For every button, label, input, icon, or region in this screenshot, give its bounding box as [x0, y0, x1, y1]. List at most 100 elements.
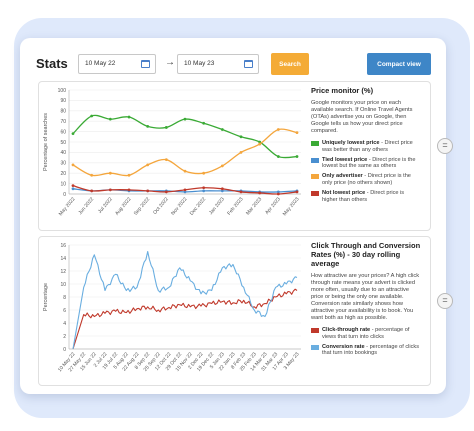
data-point	[127, 115, 131, 119]
data-point	[202, 189, 206, 193]
y-tick-label: 50	[60, 140, 66, 146]
ctr-legend: Click-through rate - percentage of views…	[311, 327, 421, 357]
y-tick-label: 2	[63, 334, 66, 340]
data-point	[71, 132, 75, 136]
legend-name: Conversion rate	[322, 343, 365, 350]
y-tick-label: 0	[63, 192, 66, 198]
data-point	[239, 190, 243, 194]
y-axis-label: Percentage	[43, 283, 49, 311]
expand-button[interactable]: =	[437, 138, 453, 154]
data-point	[183, 169, 187, 173]
data-point	[258, 142, 262, 146]
series-line	[72, 288, 298, 350]
calendar-icon[interactable]	[141, 60, 150, 68]
x-tick-label: Nov 2022	[170, 196, 188, 216]
data-point	[164, 190, 168, 194]
data-point	[71, 163, 75, 167]
y-tick-label: 10	[60, 181, 66, 187]
legend-name: Only advertiser	[322, 173, 363, 180]
data-point	[108, 188, 112, 192]
legend-name: Click-through rate	[322, 327, 371, 333]
data-point	[146, 189, 150, 193]
data-point	[71, 187, 75, 191]
date-to-input[interactable]: 10 May 23	[177, 54, 259, 74]
y-tick-label: 14	[60, 256, 66, 262]
x-tick-label: Aug 2022	[114, 196, 132, 216]
price-monitor-info: Price monitor (%) Google monitors your p…	[311, 86, 421, 206]
x-tick-label: Sep 2022	[133, 196, 151, 216]
y-tick-label: 8	[63, 295, 66, 301]
date-to-value: 10 May 23	[184, 60, 215, 67]
stats-card: Stats 10 May 22 → 10 May 23 Search Compa…	[20, 38, 453, 394]
legend-desc: - Direct price is higher than others	[322, 189, 405, 203]
legend-desc: - Direct price was better than any other…	[322, 140, 413, 153]
y-tick-label: 70	[60, 119, 66, 125]
data-point	[295, 190, 299, 194]
data-point	[220, 189, 224, 193]
data-point	[202, 171, 206, 175]
ctr-title: Click Through and Conversion Rates (%) -…	[311, 241, 421, 268]
compact-view-button[interactable]: Compact view	[367, 53, 431, 75]
data-point	[183, 190, 187, 194]
legend-item-tied-lowest: Tied lowest price - Direct price is the …	[311, 157, 421, 171]
data-point	[295, 131, 299, 135]
y-tick-label: 16	[60, 243, 66, 249]
legend-desc: - percentage of clicks that turn into bo…	[322, 343, 420, 357]
data-point	[220, 187, 224, 191]
data-point	[220, 128, 224, 131]
y-tick-label: 20	[60, 171, 66, 177]
y-tick-label: 60	[60, 129, 66, 135]
legend-item-only-advertiser: Only advertiser - Direct price is the on…	[311, 173, 421, 187]
legend-swatch	[311, 328, 319, 333]
x-tick-label: Mar 2023	[245, 196, 263, 216]
legend-swatch	[311, 344, 319, 350]
y-tick-label: 40	[60, 150, 66, 156]
x-tick-label: Jun 2022	[77, 196, 95, 216]
data-point	[146, 125, 150, 128]
data-point	[90, 173, 94, 177]
data-point	[71, 184, 75, 188]
legend-item-conversion: Conversion rate - percentage of clicks t…	[311, 344, 421, 358]
data-point	[183, 117, 187, 121]
legend-desc: - Direct price is the lowest but the sam…	[322, 156, 416, 170]
x-tick-label: May 2023	[282, 196, 301, 217]
y-tick-label: 30	[60, 161, 66, 167]
legend-item-not-lowest: Not lowest price - Direct price is highe…	[311, 190, 421, 204]
x-tick-label: May 2022	[58, 196, 77, 217]
legend-desc: - Direct price is the only price (no oth…	[322, 173, 411, 186]
price-monitor-chart: 0 10 20 30 40 50 60 70 80 90 100 Percentage of sear…	[43, 88, 301, 217]
data-point	[164, 126, 168, 129]
legend-name: Tied lowest price	[322, 156, 368, 163]
data-point	[239, 135, 243, 139]
data-point	[108, 117, 112, 121]
legend-swatch	[311, 190, 319, 196]
data-point	[276, 155, 280, 158]
y-tick-label: 4	[63, 321, 66, 327]
x-tick-label: Apr 2023	[264, 196, 282, 216]
legend-name: Uniquely lowest price	[322, 140, 380, 146]
data-point	[295, 155, 299, 158]
x-tick-label: Dec 2022	[189, 196, 207, 216]
legend-name: Not lowest price	[322, 189, 366, 196]
legend-desc: - percentage of views that turn into cli…	[322, 327, 410, 340]
calendar-icon[interactable]	[244, 60, 253, 68]
data-point	[90, 114, 94, 118]
legend-item-click-through: Click-through rate - percentage of views…	[311, 327, 421, 341]
expand-button[interactable]: =	[437, 293, 453, 309]
y-tick-label: 100	[58, 88, 67, 94]
search-button[interactable]: Search	[271, 53, 309, 75]
data-point	[258, 191, 262, 195]
series-line	[72, 250, 298, 350]
date-from-input[interactable]: 10 May 22	[78, 54, 156, 74]
data-point	[239, 151, 243, 154]
data-point	[164, 158, 168, 162]
data-point	[220, 164, 224, 168]
price-monitor-description: Google monitors your price on each avail…	[311, 100, 413, 134]
price-monitor-legend: Uniquely lowest price - Direct price was…	[311, 140, 421, 203]
x-tick-label: Jan 2023	[208, 196, 226, 216]
ctr-panel: 0 2 4 6 8 10 12 14 16 Percentage 10 May 22 27 May 2…	[38, 236, 453, 386]
legend-item-uniquely-lowest: Uniquely lowest price - Direct price was…	[311, 140, 421, 154]
y-tick-label: 6	[63, 308, 66, 314]
data-point	[108, 171, 112, 175]
